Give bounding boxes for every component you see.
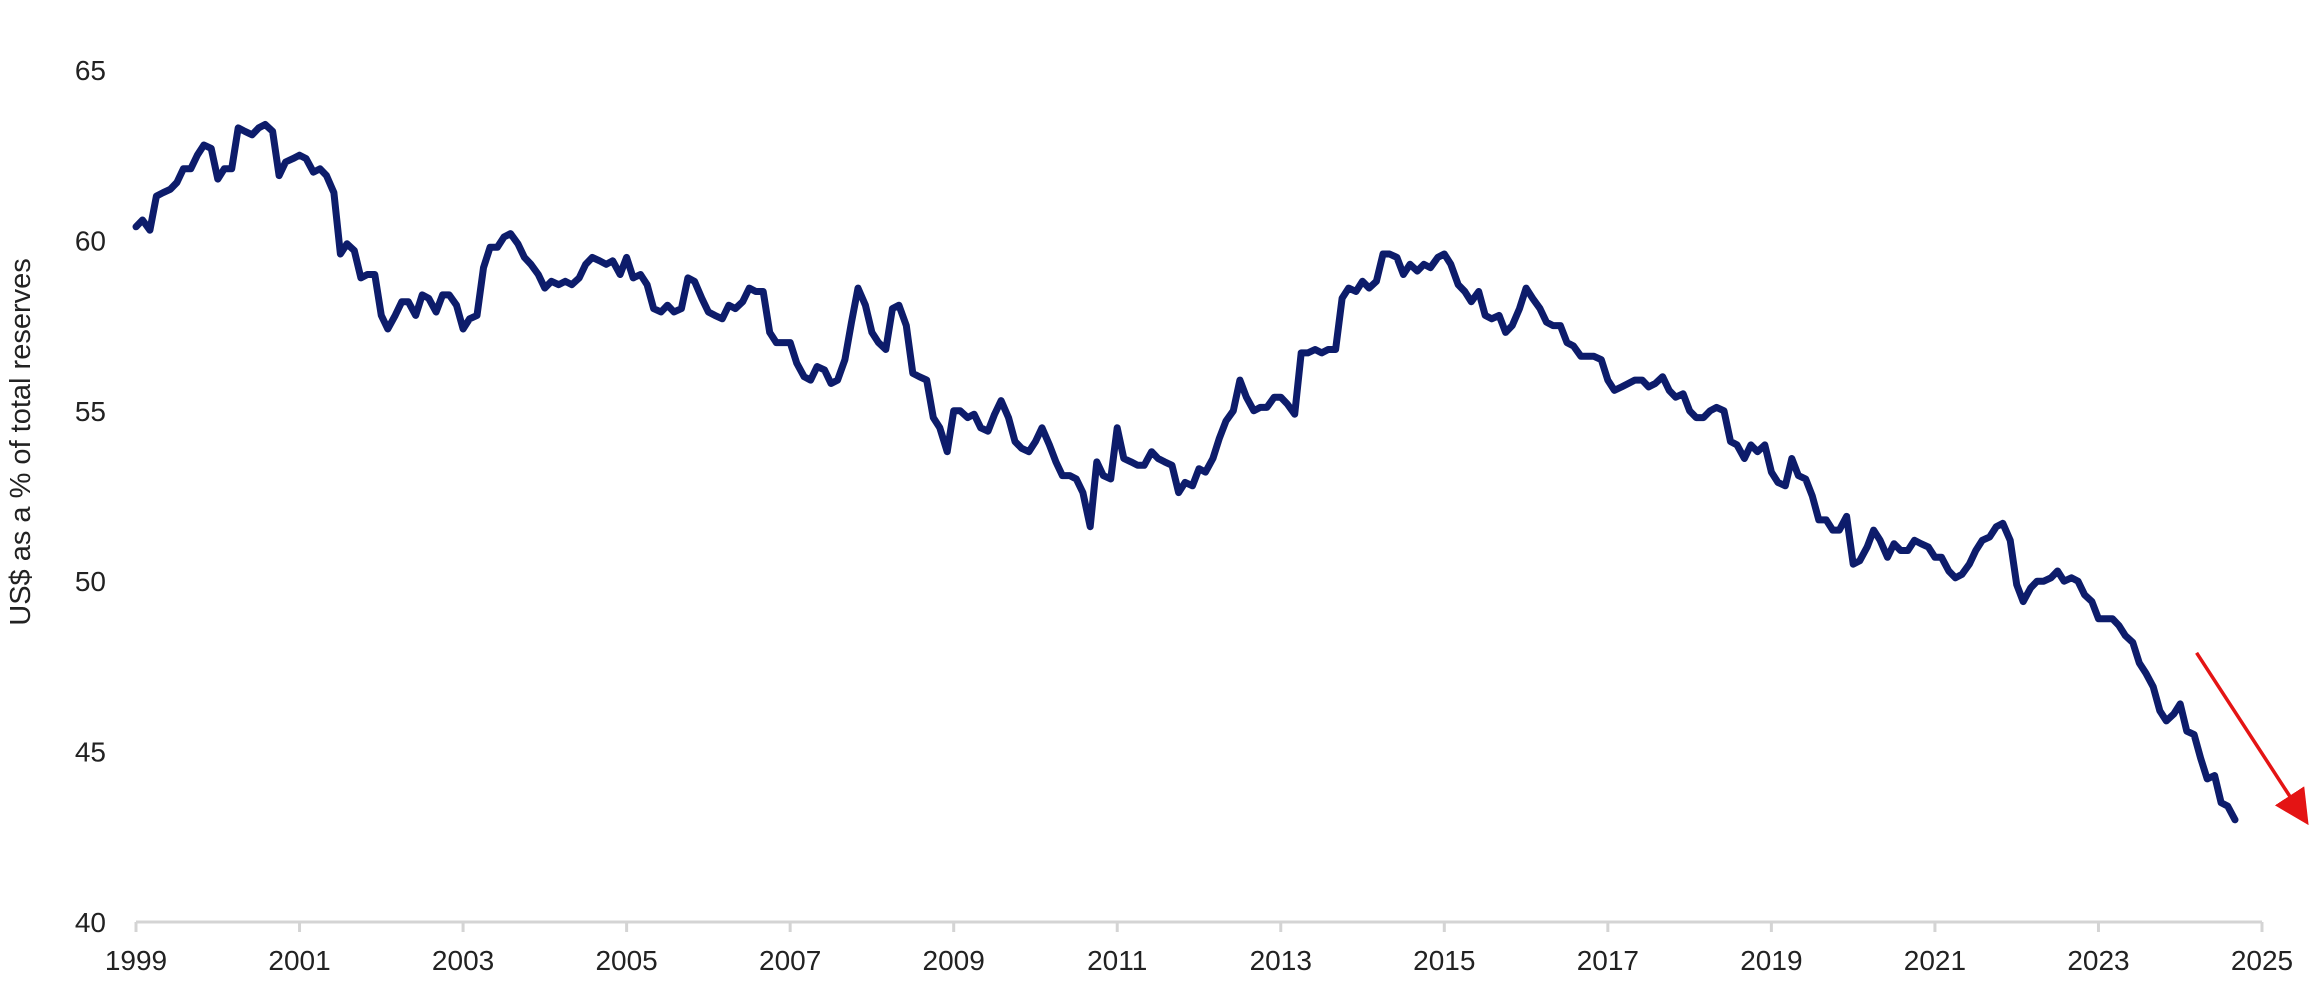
y-axis-title: US$ as a % of total reserves [5, 258, 37, 626]
y-tick-label: 60 [75, 225, 106, 256]
x-tick-label: 2021 [1904, 945, 1966, 976]
x-tick-label: 2023 [2067, 945, 2129, 976]
y-tick-label: 55 [75, 396, 106, 427]
x-tick-label: 2011 [1087, 945, 1147, 976]
y-tick-label: 45 [75, 737, 106, 768]
x-tick-label: 1999 [105, 945, 167, 976]
x-tick-label: 2005 [595, 945, 657, 976]
y-tick-label: 65 [75, 55, 106, 86]
x-axis: 1999 2001 2003 2005 2007 2009 2011 2013 2015 2017… [105, 922, 2293, 976]
series-line [132, 121, 2239, 824]
trend-arrow [2195, 651, 2309, 826]
x-tick-label: 2019 [1740, 945, 1802, 976]
x-tick-label: 2025 [2231, 945, 2293, 976]
x-tick-label: 2017 [1577, 945, 1639, 976]
y-tick-label: 50 [75, 566, 106, 597]
x-tick-label: 2003 [432, 945, 494, 976]
x-tick-label: 2007 [759, 945, 821, 976]
y-axis: 40 45 50 55 60 65 [75, 55, 106, 938]
x-tick-label: 2001 [268, 945, 330, 976]
y-axis-title-group: US$ as a % of total reserves [5, 258, 37, 626]
x-tick-label: 2009 [923, 945, 985, 976]
y-tick-label: 40 [75, 907, 106, 938]
x-tick-label: 2015 [1413, 945, 1475, 976]
x-tick-label: 2013 [1250, 945, 1312, 976]
